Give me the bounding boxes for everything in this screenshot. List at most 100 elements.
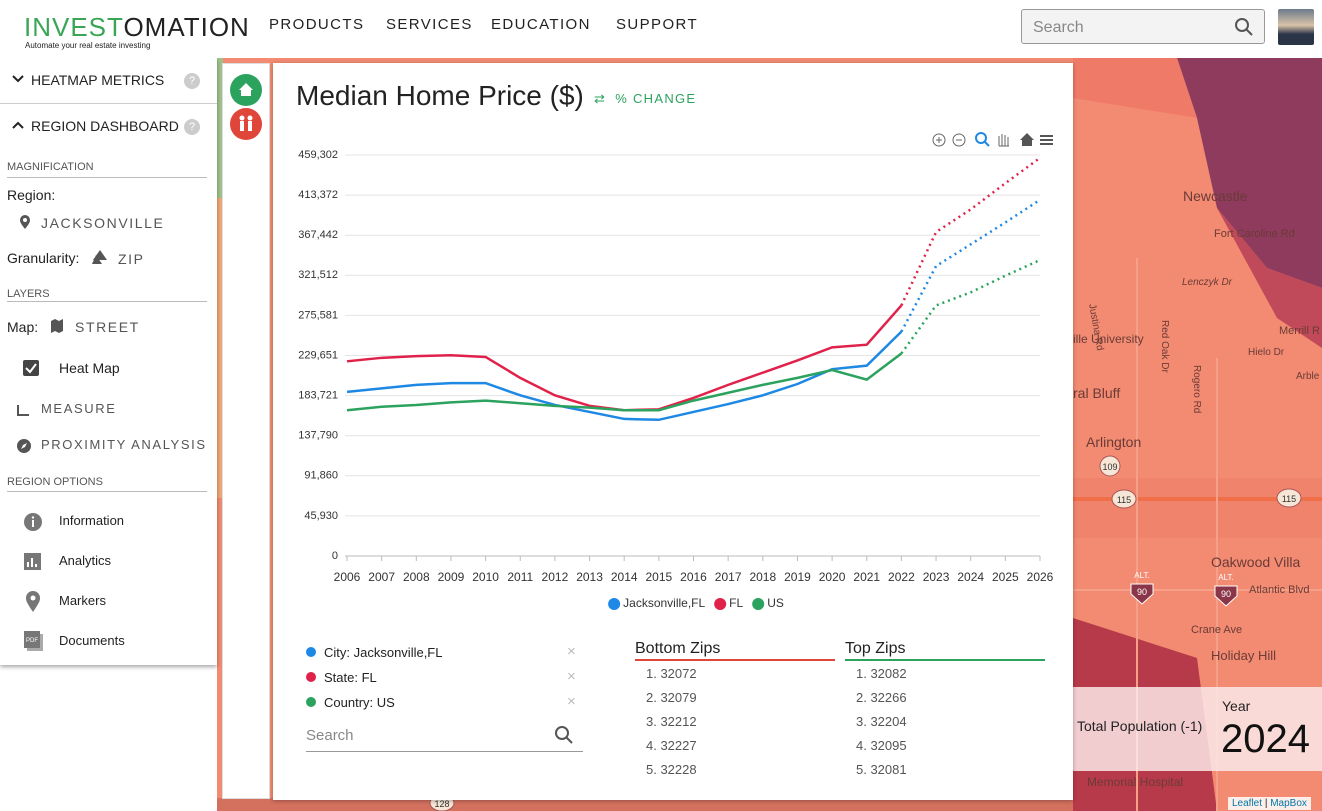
top-zip[interactable]: 1. 32082 bbox=[856, 666, 907, 681]
reset-zoom[interactable] bbox=[1020, 133, 1034, 146]
x-tick-label: 2017 bbox=[715, 570, 742, 584]
x-tick-label: 2019 bbox=[784, 570, 811, 584]
legend-marker bbox=[714, 598, 727, 610]
region-option[interactable]: Information bbox=[59, 513, 125, 528]
map-value[interactable]: STREET bbox=[75, 319, 140, 335]
bottom-zip[interactable]: 1. 32072 bbox=[646, 666, 697, 681]
x-tick-label: 2011 bbox=[507, 570, 533, 584]
top-zip[interactable]: 3. 32204 bbox=[856, 714, 907, 729]
remove-button[interactable]: × bbox=[567, 643, 576, 660]
region-option[interactable]: Markers bbox=[59, 593, 106, 608]
bottom-zip[interactable]: 4. 32227 bbox=[646, 738, 697, 753]
search-box[interactable]: Search bbox=[1021, 9, 1265, 44]
y-tick-label: 321,512 bbox=[298, 269, 338, 281]
remove-button[interactable]: × bbox=[567, 693, 576, 710]
map-label: Fort Caroline Rd bbox=[1214, 228, 1295, 240]
tool[interactable]: PROXIMITY ANALYSIS bbox=[41, 437, 207, 452]
layer-option[interactable]: Heat Map bbox=[59, 360, 120, 376]
x-tick-label: 2023 bbox=[923, 570, 950, 584]
map-label: Hielo Dr bbox=[1248, 347, 1285, 358]
people-button[interactable] bbox=[230, 108, 262, 140]
tool[interactable]: MEASURE bbox=[41, 401, 117, 416]
home-button[interactable] bbox=[230, 74, 262, 106]
logo[interactable]: INVESTOMATION bbox=[24, 12, 250, 43]
field-label: Region: bbox=[7, 187, 56, 203]
nav-item[interactable]: SUPPORT bbox=[616, 16, 699, 33]
x-tick-label: 2021 bbox=[853, 570, 880, 584]
x-tick-label: 2006 bbox=[334, 570, 361, 584]
x-tick-label: 2014 bbox=[611, 570, 638, 584]
granularity-value[interactable]: ZIP bbox=[118, 251, 145, 267]
section-label: REGION OPTIONS bbox=[7, 476, 103, 488]
zoom-out[interactable] bbox=[952, 133, 966, 147]
zoom-select[interactable] bbox=[975, 132, 990, 147]
section-label: LAYERS bbox=[7, 288, 50, 300]
help-icon[interactable]: ? bbox=[184, 119, 200, 135]
top-zip[interactable]: 4. 32095 bbox=[856, 738, 907, 753]
map-label: Red Oak Dr bbox=[1159, 320, 1170, 373]
checkbox[interactable] bbox=[22, 359, 40, 377]
avatar[interactable] bbox=[1278, 9, 1314, 45]
x-tick-label: 2022 bbox=[888, 570, 915, 584]
field-label: Map: bbox=[7, 319, 39, 335]
pan[interactable] bbox=[998, 134, 1009, 147]
map-label: Merrill R bbox=[1279, 325, 1320, 337]
bottom-zip[interactable]: 3. 32212 bbox=[646, 714, 697, 729]
line-chart: 0 45,930 91,860 137,790 183,721 229,651 275,58… bbox=[298, 149, 1054, 610]
search-icon[interactable] bbox=[554, 725, 574, 745]
bottom-zips-title: Bottom Zips bbox=[635, 640, 835, 661]
attribution-link[interactable]: MapBox bbox=[1270, 798, 1307, 809]
region-option[interactable]: Analytics bbox=[59, 553, 112, 568]
legend-label[interactable]: US bbox=[767, 596, 784, 610]
region-value[interactable]: JACKSONVILLE bbox=[41, 215, 165, 231]
nav-item[interactable]: PRODUCTS bbox=[269, 16, 365, 33]
y-tick-label: 229,651 bbox=[298, 349, 338, 361]
top-zip[interactable]: 5. 32081 bbox=[856, 762, 907, 777]
nav-item[interactable]: SERVICES bbox=[386, 16, 473, 33]
top-zip[interactable]: 2. 32266 bbox=[856, 690, 907, 705]
help-icon[interactable]: ? bbox=[184, 73, 200, 89]
y-tick-label: 137,790 bbox=[298, 430, 338, 442]
bottom-zip[interactable]: 2. 32079 bbox=[646, 690, 697, 705]
search-icon[interactable] bbox=[1234, 17, 1254, 37]
heatmap-metrics-row[interactable]: HEATMAP METRICS ? bbox=[0, 58, 217, 104]
attribution: Leaflet | MapBox bbox=[1228, 797, 1311, 810]
x-tick-label: 2009 bbox=[438, 570, 465, 584]
map-label: Crane Ave bbox=[1191, 624, 1243, 636]
zoom-in[interactable] bbox=[932, 133, 946, 147]
map-label: ille University bbox=[1073, 332, 1144, 346]
population-label: Total Population (-1) bbox=[1077, 718, 1203, 734]
y-tick-label: 459,302 bbox=[298, 149, 338, 161]
nav-item[interactable]: EDUCATION bbox=[491, 16, 591, 33]
search-placeholder: Search bbox=[1033, 19, 1084, 36]
menu[interactable] bbox=[1040, 135, 1053, 145]
legend-label[interactable]: FL bbox=[729, 596, 743, 610]
series-line bbox=[346, 304, 903, 412]
logo-part: OMATION bbox=[123, 12, 250, 42]
series-line bbox=[346, 352, 903, 412]
svg-text:PDF: PDF bbox=[26, 638, 38, 644]
year-label: Year bbox=[1222, 698, 1251, 714]
attribution-link[interactable]: Leaflet bbox=[1232, 798, 1263, 809]
map-label: Oakwood Villa bbox=[1211, 554, 1301, 570]
x-tick-label: 2026 bbox=[1027, 570, 1054, 584]
region-option[interactable]: Documents bbox=[59, 633, 125, 648]
region-dashboard-row[interactable]: REGION DASHBOARD ? bbox=[0, 104, 217, 144]
x-tick-label: 2015 bbox=[645, 570, 672, 584]
selection-search[interactable]: Search bbox=[306, 725, 583, 752]
selection-label: State: FL bbox=[324, 670, 377, 685]
bottom-zip[interactable]: 5. 32228 bbox=[646, 762, 697, 777]
selection-dot bbox=[306, 647, 316, 657]
x-tick-label: 2024 bbox=[957, 570, 984, 584]
legend-label[interactable]: Jacksonville,FL bbox=[623, 596, 705, 610]
map-label: ral Bluff bbox=[1073, 385, 1121, 401]
panel-title: Median Home Price ($) bbox=[296, 80, 584, 111]
y-tick-label: 275,581 bbox=[298, 309, 338, 321]
change-toggle[interactable]: ⇄% CHANGE bbox=[594, 91, 697, 106]
year-value: 2024 bbox=[1221, 717, 1310, 761]
field-label: Granularity: bbox=[7, 250, 80, 266]
y-tick-label: 367,442 bbox=[298, 229, 338, 241]
remove-button[interactable]: × bbox=[567, 668, 576, 685]
sidebar: HEATMAP METRICS ? REGION DASHBOARD ? MAG… bbox=[0, 58, 217, 665]
